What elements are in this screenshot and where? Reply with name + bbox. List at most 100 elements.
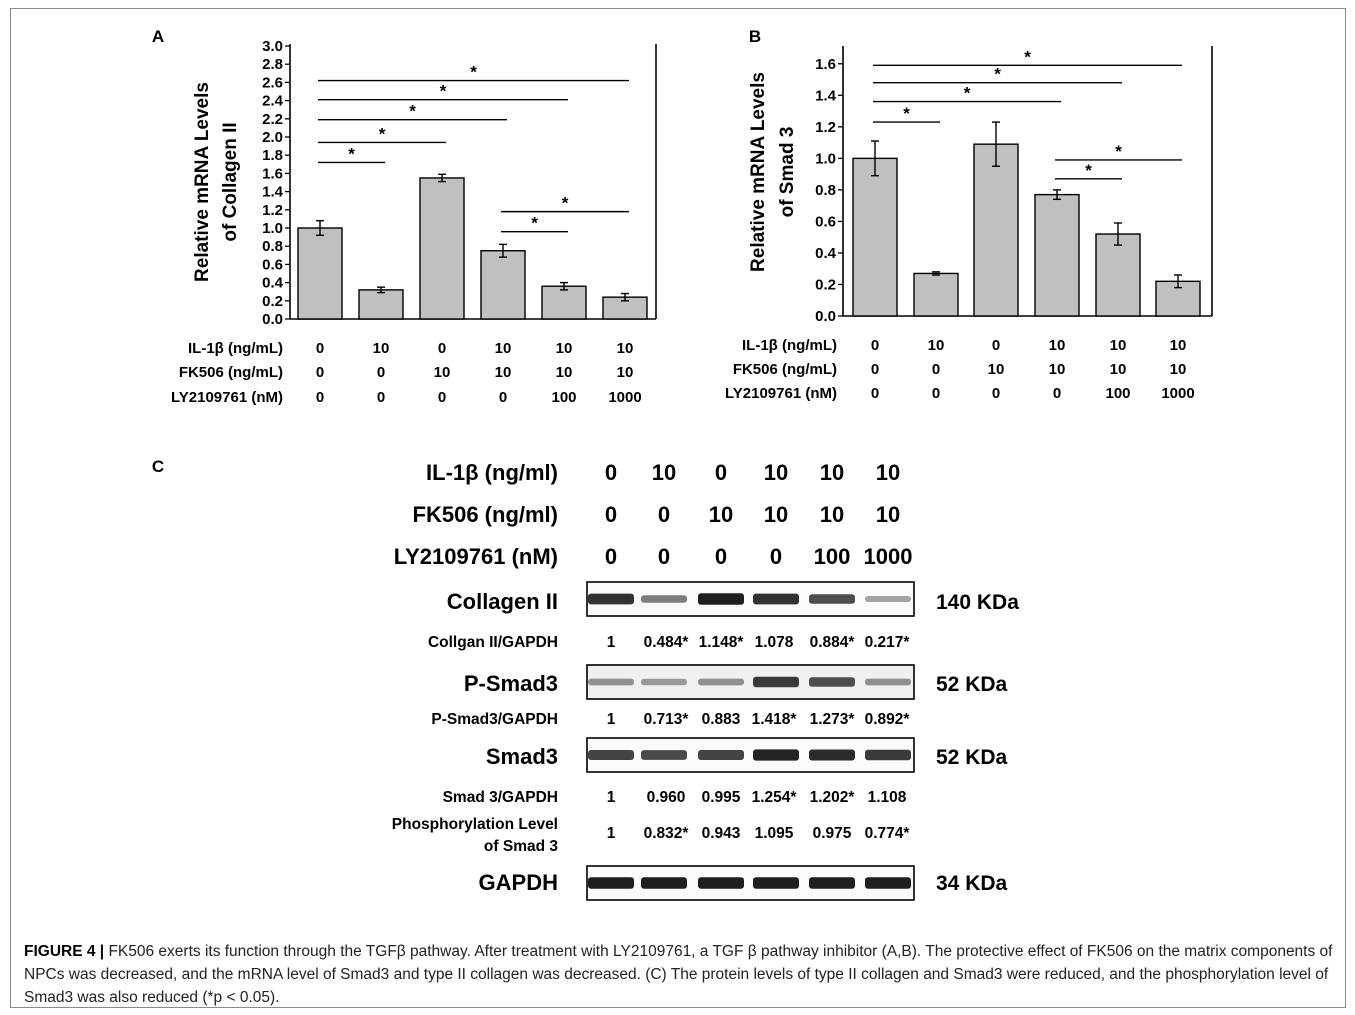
treatment-value: 0: [871, 385, 879, 402]
significance-star: *: [1024, 47, 1031, 66]
treatment-value: 0: [499, 389, 507, 406]
treatment-value: 0: [658, 502, 670, 527]
treatment-label: IL-1β (ng/mL): [188, 340, 283, 357]
treatment-value: 0: [871, 337, 879, 354]
y-tick-label: 0.2: [815, 276, 836, 293]
ratio-value: 0.217*: [865, 634, 911, 651]
treatment-value: 10: [617, 340, 634, 357]
treatment-label: LY2109761 (nM): [725, 385, 837, 402]
blot-band: [865, 678, 911, 686]
significance-star: *: [964, 84, 971, 103]
y-tick-label: 1.6: [815, 56, 836, 73]
ratio-value: 0.892*: [865, 711, 911, 728]
blot-frame: [586, 865, 915, 901]
blot-frame: [586, 581, 915, 617]
treatment-value: 0: [932, 385, 940, 402]
treatment-label: FK506 (ng/mL): [179, 364, 283, 381]
y-axis-label-line1: Relative mRNA Levels: [192, 82, 213, 282]
treatment-value: 1000: [1161, 385, 1194, 402]
treatment-value: 0: [715, 544, 727, 569]
y-tick-label: 2.2: [262, 111, 283, 128]
y-axis-label-line2: of Collagen II: [220, 122, 241, 241]
ratio-value: 1: [607, 789, 616, 806]
blot-label: P-Smad3: [464, 671, 558, 696]
bar: [1034, 193, 1080, 317]
treatment-value: 10: [1170, 361, 1187, 378]
blot-band: [809, 749, 855, 761]
treatment-value: 0: [605, 502, 617, 527]
ratio-value: 1.202*: [810, 789, 856, 806]
treatment-label: FK506 (ng/mL): [733, 361, 837, 378]
blot-band: [588, 593, 634, 605]
significance-star: *: [409, 102, 416, 121]
y-tick-label: 2.0: [262, 129, 283, 146]
y-tick-label: 0.0: [262, 311, 283, 328]
blot-band: [809, 877, 855, 889]
ratio-value: 1: [607, 711, 616, 728]
chart-panel-b: 0.0 0.2 0.4 0.6 0.8 1.0 1.2 1.4 1.6 Relative mRNA…: [725, 46, 1213, 402]
treatment-value: 1000: [864, 544, 913, 569]
treatment-value: 0: [316, 340, 324, 357]
blot-band: [698, 750, 744, 760]
treatment-value: 10: [1170, 337, 1187, 354]
blot-band: [753, 877, 799, 889]
y-tick-label: 1.2: [815, 119, 836, 136]
molecular-weight-label: 52 KDa: [936, 746, 1008, 769]
molecular-weight-label: 34 KDa: [936, 872, 1008, 895]
significance-star: *: [379, 124, 386, 143]
treatment-label: LY2109761 (nM): [394, 544, 558, 569]
blot-band: [588, 877, 634, 889]
y-tick-label: 2.4: [262, 93, 284, 110]
treatment-value: 0: [605, 460, 617, 485]
treatment-value: 10: [928, 337, 945, 354]
figure-frame: [10, 8, 1346, 1008]
treatment-value: 0: [377, 364, 385, 381]
treatment-value: 0: [871, 361, 879, 378]
bar: [1095, 233, 1141, 317]
caption-label: FIGURE 4 |: [24, 943, 105, 960]
blot-band: [641, 877, 687, 889]
ratio-value: 0.943: [702, 825, 741, 842]
treatment-value: 10: [434, 364, 451, 381]
blot-band: [641, 750, 687, 760]
blot-label: Collagen II: [447, 589, 558, 614]
blot-band: [641, 678, 687, 686]
ratio-label: P-Smad3/GAPDH: [431, 711, 558, 728]
blot-band: [698, 877, 744, 889]
y-tick-label: 0.8: [815, 182, 836, 199]
treatment-value: 0: [316, 364, 324, 381]
treatment-value: 10: [764, 460, 788, 485]
significance-star: *: [440, 82, 447, 101]
ratio-value: 1.078: [755, 634, 794, 651]
y-axis-label-line2: of Smad 3: [777, 127, 798, 218]
treatment-value: 0: [992, 337, 1000, 354]
y-tick-label: 0.8: [262, 238, 283, 255]
panel-label-a: A: [152, 27, 164, 46]
treatment-value: 1000: [608, 389, 641, 406]
treatment-value: 10: [495, 364, 512, 381]
treatment-value: 10: [373, 340, 390, 357]
treatment-value: 0: [605, 544, 617, 569]
blot-band: [865, 596, 911, 602]
significance-star: *: [531, 214, 538, 233]
treatment-value: 10: [652, 460, 676, 485]
ratio-value: 1.108: [868, 789, 907, 806]
treatment-value: 10: [764, 502, 788, 527]
ratio-value: 1.273*: [810, 711, 856, 728]
ratio-value: 0.975: [813, 825, 852, 842]
treatment-value: 10: [556, 364, 573, 381]
ratio-value: 1.418*: [752, 711, 798, 728]
bar: [973, 143, 1019, 317]
bar: [541, 285, 587, 320]
blot-gapdh: GAPDH 34 KDa: [479, 865, 1008, 901]
significance-star: *: [348, 144, 355, 163]
blot-band: [588, 678, 634, 686]
blot-band: [809, 677, 855, 687]
treatment-value: 10: [1049, 361, 1066, 378]
y-tick-label: 2.6: [262, 74, 283, 91]
blot-p-smad3: P-Smad3 52 KDa: [464, 664, 1008, 700]
molecular-weight-label: 140 KDa: [936, 591, 1019, 614]
y-tick-label: 0.6: [815, 213, 836, 230]
treatment-value: 10: [820, 502, 844, 527]
